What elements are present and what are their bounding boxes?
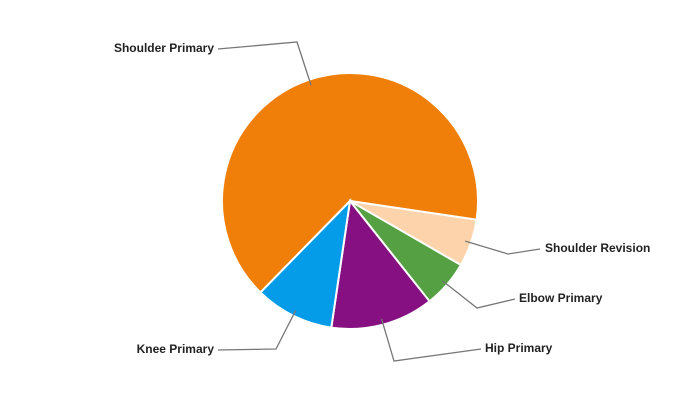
leader-line [217,41,312,86]
slice-label: Knee Primary [137,342,215,356]
leader-line [465,240,541,255]
slice-label: Hip Primary [485,341,553,355]
leader-line [380,318,482,362]
slice-label: Elbow Primary [519,291,603,305]
pie [221,72,479,330]
labels: Shoulder Primary Shoulder Revision Elbow P… [114,41,650,362]
slice-label: Shoulder Revision [545,241,650,255]
leader-line [217,309,297,351]
slice-label: Shoulder Primary [114,41,214,55]
leader-line [441,280,516,309]
